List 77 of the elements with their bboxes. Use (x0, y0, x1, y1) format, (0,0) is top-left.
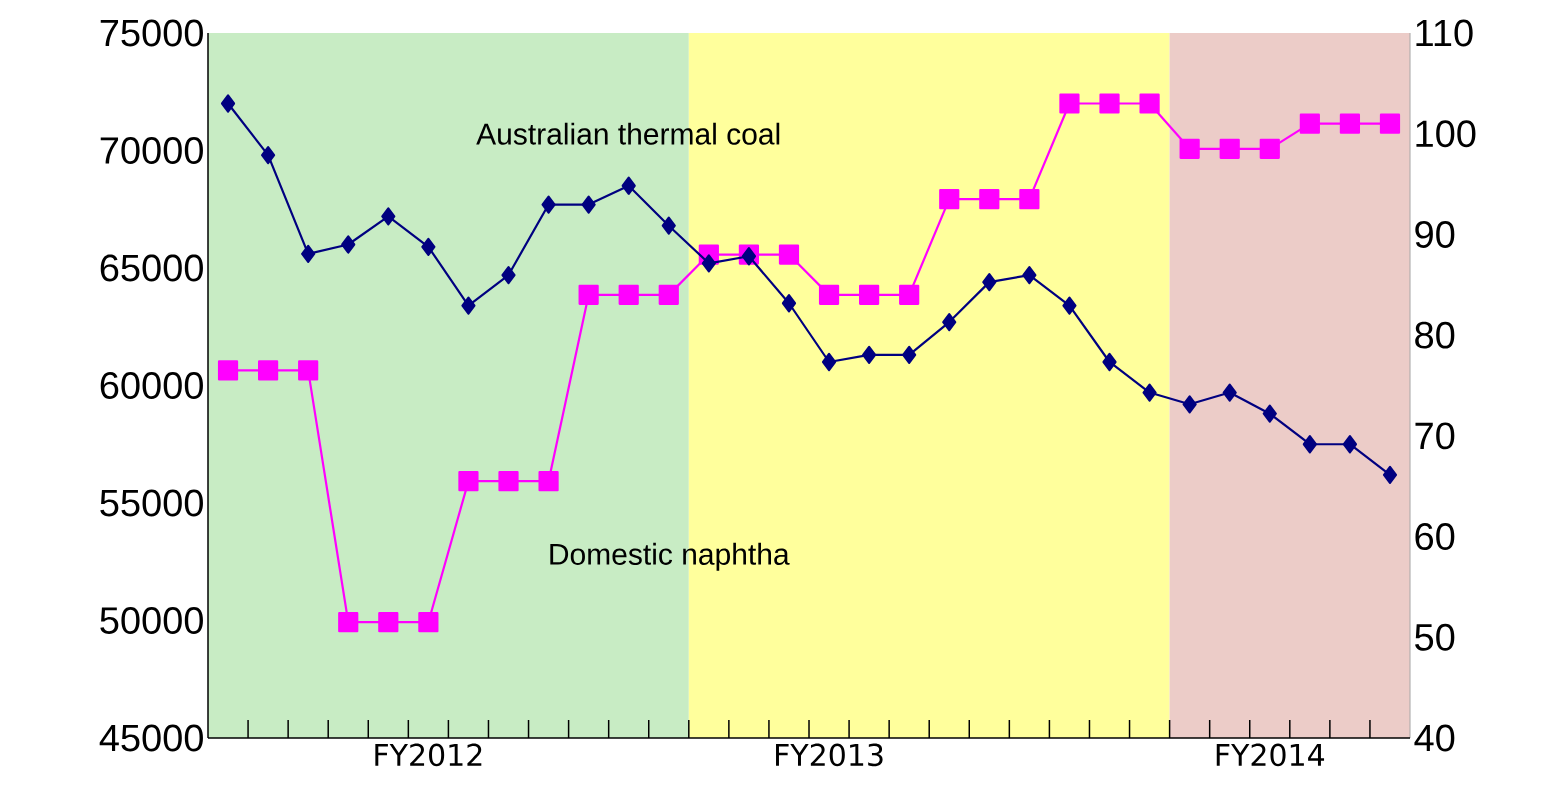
point (1099, 93, 1120, 114)
point (1059, 93, 1080, 114)
point (1062, 296, 1077, 315)
point (1382, 465, 1398, 484)
point (899, 284, 920, 305)
point (781, 294, 797, 313)
y-tick-label: 50000 (100, 607, 203, 634)
y-tick-label: 45000 (99, 724, 203, 752)
series-label: Domestic naphtha (550, 542, 790, 571)
series-label: Australian thermal coal (476, 122, 780, 145)
point (338, 612, 359, 633)
point (701, 254, 716, 273)
point (1022, 265, 1037, 285)
y2-tick-label: 60 (1415, 523, 1455, 551)
point (461, 296, 476, 315)
y-tick-label: 60000 (100, 372, 203, 399)
point (498, 471, 519, 492)
y2-tick-label: 50 (1415, 623, 1455, 651)
point (859, 284, 880, 305)
point (621, 176, 636, 195)
point (942, 312, 957, 332)
point (1019, 189, 1040, 210)
point (418, 612, 439, 633)
point (1299, 113, 1320, 134)
point (1379, 113, 1401, 134)
point (1339, 113, 1361, 134)
point (902, 345, 917, 365)
y2-tick-label: 70 (1415, 422, 1455, 450)
point (658, 284, 679, 305)
point (1182, 395, 1197, 414)
point (1262, 404, 1277, 423)
point (1219, 138, 1240, 159)
y-tick-label: 70000 (100, 137, 203, 164)
point (421, 237, 436, 256)
point (258, 360, 279, 381)
y-tick-label: 65000 (100, 254, 203, 282)
point (982, 272, 997, 292)
point (862, 345, 877, 365)
point (821, 352, 837, 372)
point (661, 216, 676, 235)
point (220, 94, 236, 113)
point (261, 146, 276, 165)
x-tick-label: FY2014 (1216, 743, 1325, 767)
point (939, 189, 960, 210)
point (618, 284, 639, 305)
point (1102, 352, 1117, 372)
point (501, 265, 516, 285)
y-tick-label: 55000 (100, 489, 203, 517)
point (298, 360, 319, 381)
y2-tick-label: 80 (1415, 321, 1455, 349)
point (458, 471, 479, 492)
point (381, 207, 396, 226)
point (1342, 435, 1358, 454)
y2-tick-label: 110 (1416, 19, 1473, 47)
point (541, 195, 556, 214)
point (538, 471, 559, 492)
point (778, 244, 800, 265)
point (217, 360, 239, 381)
y2-tick-label: 100 (1416, 120, 1476, 148)
point (301, 244, 316, 263)
point (1139, 93, 1160, 114)
x-tick-label: FY2012 (375, 743, 482, 767)
point (578, 284, 599, 305)
y2-tick-label: 90 (1415, 220, 1455, 248)
y-tick-label: 75000 (100, 19, 203, 47)
point (1302, 435, 1317, 454)
point (979, 189, 1000, 210)
point (1259, 138, 1280, 159)
x-tick-label: FY2013 (776, 743, 883, 767)
y2-tick-label: 40 (1414, 724, 1455, 752)
point (1179, 138, 1200, 159)
point (341, 235, 356, 254)
point (378, 612, 399, 633)
point (818, 284, 840, 305)
point (1222, 383, 1237, 402)
point (581, 195, 596, 214)
point (1142, 383, 1157, 402)
